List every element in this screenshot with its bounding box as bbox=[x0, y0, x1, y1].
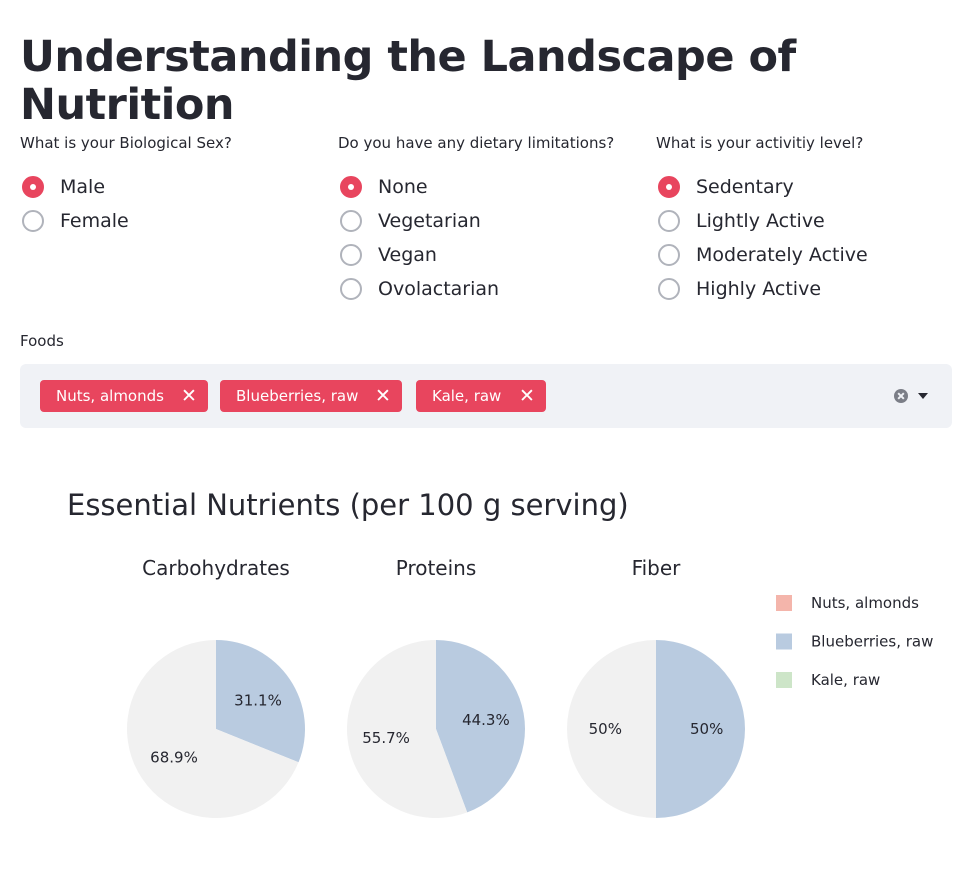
diet-option-label: Vegetarian bbox=[378, 210, 481, 232]
pie-slice bbox=[216, 640, 305, 763]
radio-unselected-icon[interactable] bbox=[340, 278, 362, 300]
legend-label: Nuts, almonds bbox=[811, 594, 919, 612]
radio-unselected-icon[interactable] bbox=[658, 210, 680, 232]
sex-option-female[interactable]: Female bbox=[20, 204, 232, 238]
activity-option-sedentary[interactable]: Sedentary bbox=[656, 170, 868, 204]
pie-slice-label: 55.7% bbox=[362, 729, 410, 747]
pie-slice-label: 68.9% bbox=[150, 748, 198, 766]
chart-title: Essential Nutrients (per 100 g serving) bbox=[67, 488, 629, 522]
activity-question-label: What is your activitiy level? bbox=[656, 134, 864, 152]
pie-slice-label: 50% bbox=[690, 720, 723, 738]
legend-label: Blueberries, raw bbox=[811, 633, 933, 651]
pie-slice bbox=[567, 640, 656, 818]
foods-multiselect[interactable]: Nuts, almonds ✕ Blueberries, raw ✕ Kale,… bbox=[20, 364, 952, 428]
activity-option-lightly-active[interactable]: Lightly Active bbox=[656, 204, 868, 238]
food-tag-nuts-almonds: Nuts, almonds ✕ bbox=[40, 380, 208, 412]
diet-option-ovolactarian[interactable]: Ovolactarian bbox=[338, 272, 614, 306]
legend-label: Kale, raw bbox=[811, 671, 880, 689]
diet-question-label: Do you have any dietary limitations? bbox=[338, 134, 615, 152]
food-tag-label: Kale, raw bbox=[432, 387, 502, 405]
sex-option-label: Male bbox=[60, 176, 106, 198]
remove-tag-icon[interactable]: ✕ bbox=[375, 385, 391, 407]
legend-swatch bbox=[776, 672, 792, 688]
diet-option-label: None bbox=[378, 176, 428, 198]
remove-tag-icon[interactable]: ✕ bbox=[181, 385, 197, 407]
diet-option-label: Ovolactarian bbox=[378, 278, 500, 300]
radio-selected-icon[interactable] bbox=[340, 176, 362, 198]
radio-selected-icon[interactable] bbox=[22, 176, 44, 198]
pie-slice-label: 31.1% bbox=[234, 692, 282, 710]
food-tag-label: Nuts, almonds bbox=[56, 387, 164, 405]
activity-radio-group: What is your activitiy level? Sedentary … bbox=[656, 132, 868, 306]
pie-slice bbox=[346, 640, 468, 818]
food-tag-blueberries-raw: Blueberries, raw ✕ bbox=[220, 380, 402, 412]
sex-radio-group: What is your Biological Sex? Male Female bbox=[20, 132, 232, 238]
diet-option-none[interactable]: None bbox=[338, 170, 614, 204]
chevron-down-icon[interactable] bbox=[918, 393, 928, 399]
activity-option-label: Lightly Active bbox=[696, 210, 825, 232]
food-tag-kale-raw: Kale, raw ✕ bbox=[416, 380, 546, 412]
pie-slice-label: 44.3% bbox=[462, 711, 510, 729]
sex-option-male[interactable]: Male bbox=[20, 170, 232, 204]
activity-option-label: Moderately Active bbox=[696, 244, 868, 266]
legend-swatch bbox=[776, 595, 792, 611]
activity-option-moderately-active[interactable]: Moderately Active bbox=[656, 238, 868, 272]
remove-tag-icon[interactable]: ✕ bbox=[519, 385, 535, 407]
radio-unselected-icon[interactable] bbox=[340, 244, 362, 266]
diet-option-vegetarian[interactable]: Vegetarian bbox=[338, 204, 614, 238]
pie-slice bbox=[126, 640, 299, 818]
food-tag-label: Blueberries, raw bbox=[236, 387, 359, 405]
pie-subtitle: Carbohydrates bbox=[142, 556, 290, 580]
sex-option-label: Female bbox=[60, 210, 129, 232]
radio-unselected-icon[interactable] bbox=[658, 244, 680, 266]
radio-unselected-icon[interactable] bbox=[658, 278, 680, 300]
pie-slice bbox=[436, 640, 525, 813]
pie-subtitle: Proteins bbox=[396, 556, 477, 580]
foods-label: Foods bbox=[20, 332, 64, 350]
pie-slice bbox=[656, 640, 745, 818]
radio-unselected-icon[interactable] bbox=[22, 210, 44, 232]
activity-option-label: Sedentary bbox=[696, 176, 794, 198]
pie-slice-label: 50% bbox=[589, 720, 622, 738]
diet-option-vegan[interactable]: Vegan bbox=[338, 238, 614, 272]
diet-radio-group: Do you have any dietary limitations? Non… bbox=[338, 132, 614, 306]
legend-swatch bbox=[776, 633, 792, 650]
pie-subtitle: Fiber bbox=[632, 556, 682, 580]
radio-selected-icon[interactable] bbox=[658, 176, 680, 198]
diet-option-label: Vegan bbox=[378, 244, 437, 266]
page-title: Understanding the Landscape of Nutrition bbox=[20, 31, 796, 130]
sex-question-label: What is your Biological Sex? bbox=[20, 134, 232, 152]
activity-option-highly-active[interactable]: Highly Active bbox=[656, 272, 868, 306]
radio-unselected-icon[interactable] bbox=[340, 210, 362, 232]
clear-all-icon[interactable] bbox=[894, 389, 908, 403]
activity-option-label: Highly Active bbox=[696, 278, 822, 300]
